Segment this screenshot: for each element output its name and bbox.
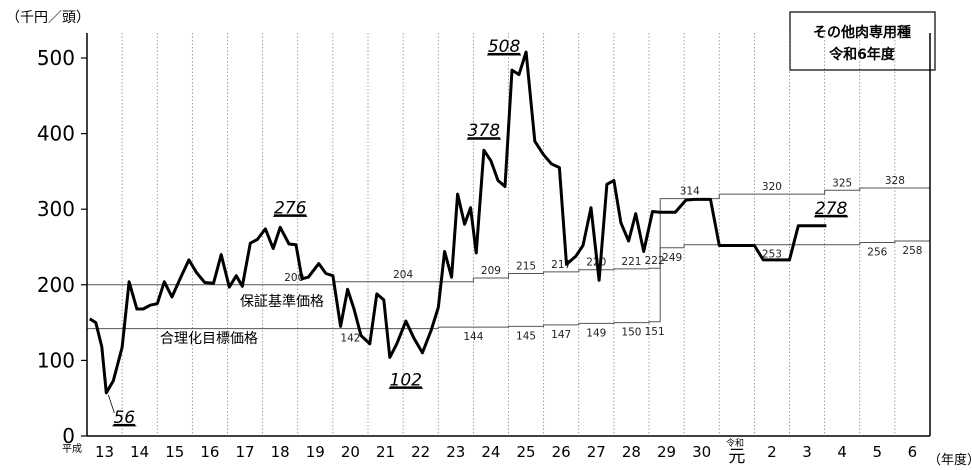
peak-annotation: 276 [274, 198, 307, 218]
price-value-label: 144 [463, 331, 483, 343]
price-value-label: 200 [284, 272, 304, 284]
era-reiwa-label: 令和 [726, 437, 744, 449]
x-axis-labels: 13 14 15 16 17 18 19 20 21 22 23 24 25 26 27 28 29 30 元 2 3 4… [95, 443, 917, 467]
price-value-label: 147 [551, 329, 571, 341]
x-tick-label: 5 [873, 443, 883, 461]
annotation-leader [107, 394, 115, 414]
x-tick-label: 24 [481, 443, 500, 461]
x-tick-label: 23 [446, 443, 465, 461]
price-value-label: 325 [832, 177, 852, 189]
price-value-label: 320 [762, 181, 782, 193]
x-tick-label: 2 [767, 443, 777, 461]
x-tick-label: 18 [271, 443, 290, 461]
x-tick-label: 4 [837, 443, 847, 461]
price-value-label: 209 [481, 265, 501, 277]
y-tick-label: 500 [37, 46, 75, 70]
y-tick-label: 400 [37, 122, 75, 146]
chart-title-line1: その他肉専用種 [813, 24, 911, 41]
x-tick-label: 19 [306, 443, 325, 461]
price-value-label: 253 [762, 249, 782, 261]
title-box: その他肉専用種 令和6年度 [789, 11, 936, 71]
peak-annotation: 508 [488, 37, 521, 57]
chart-title-line2: 令和6年度 [828, 46, 896, 63]
x-tick-label: 26 [552, 443, 571, 461]
vertical-grid [121, 33, 896, 436]
x-tick-label: 21 [376, 443, 395, 461]
price-value-label: 204 [393, 269, 413, 281]
x-tick-label: 13 [95, 443, 114, 461]
era-heisei-label: 平成 [62, 443, 82, 455]
fiscal-year-label: （年度） [928, 452, 972, 468]
price-value-label: 149 [586, 327, 606, 339]
price-value-label: 150 [621, 327, 641, 339]
price-value-label: 215 [516, 260, 536, 272]
x-tick-label: 6 [908, 443, 918, 461]
x-tick-label: 27 [587, 443, 606, 461]
x-tick-label: 28 [622, 443, 641, 461]
price-value-label: 249 [662, 252, 682, 264]
y-unit-label: （千円／頭） [6, 10, 90, 26]
x-tick-label: 元 [728, 447, 745, 467]
price-value-label: 221 [621, 256, 641, 268]
price-value-label: 145 [516, 330, 536, 342]
y-tick-label: 100 [37, 348, 75, 372]
price-value-label: 151 [645, 326, 665, 338]
price-value-label: 314 [680, 186, 700, 198]
peak-annotation: 56 [113, 408, 135, 428]
price-value-label: 256 [867, 246, 887, 258]
rationalization-price-line [87, 240, 930, 330]
x-tick-label: 22 [411, 443, 430, 461]
x-tick-label: 30 [692, 443, 711, 461]
price-value-label: 142 [340, 333, 360, 345]
guarantee-price-line [87, 187, 930, 286]
annotations: 56 276 102 378 508 278 [107, 37, 849, 428]
peak-annotation: 378 [468, 121, 501, 141]
guarantee-price-label: 保証基準価格 [240, 293, 324, 310]
y-tick-label: 200 [37, 273, 75, 297]
price-series-line [88, 50, 827, 395]
price-value-label: 217 [551, 259, 571, 271]
x-tick-label: 25 [517, 443, 536, 461]
rationalization-price-label: 合理化目標価格 [160, 331, 258, 347]
price-line [88, 50, 827, 395]
peak-annotation: 278 [815, 199, 848, 219]
x-tick-label: 17 [236, 443, 255, 461]
price-value-label: 222 [645, 255, 665, 267]
price-value-label: 328 [885, 175, 905, 187]
price-step-lines [87, 187, 930, 330]
y-tick-label: 300 [37, 197, 75, 221]
x-tick-label: 15 [165, 443, 184, 461]
price-value-label: 258 [902, 245, 922, 257]
x-tick-label: 14 [130, 443, 149, 461]
y-tick-label: 0 [62, 424, 75, 448]
peak-annotation: 102 [390, 370, 422, 390]
x-tick-label: 3 [802, 443, 812, 461]
x-tick-label: 20 [341, 443, 360, 461]
x-tick-label: 16 [200, 443, 219, 461]
x-tick-label: 29 [657, 443, 676, 461]
y-axis-ticks: 0 100 200 300 400 500 [37, 46, 87, 448]
